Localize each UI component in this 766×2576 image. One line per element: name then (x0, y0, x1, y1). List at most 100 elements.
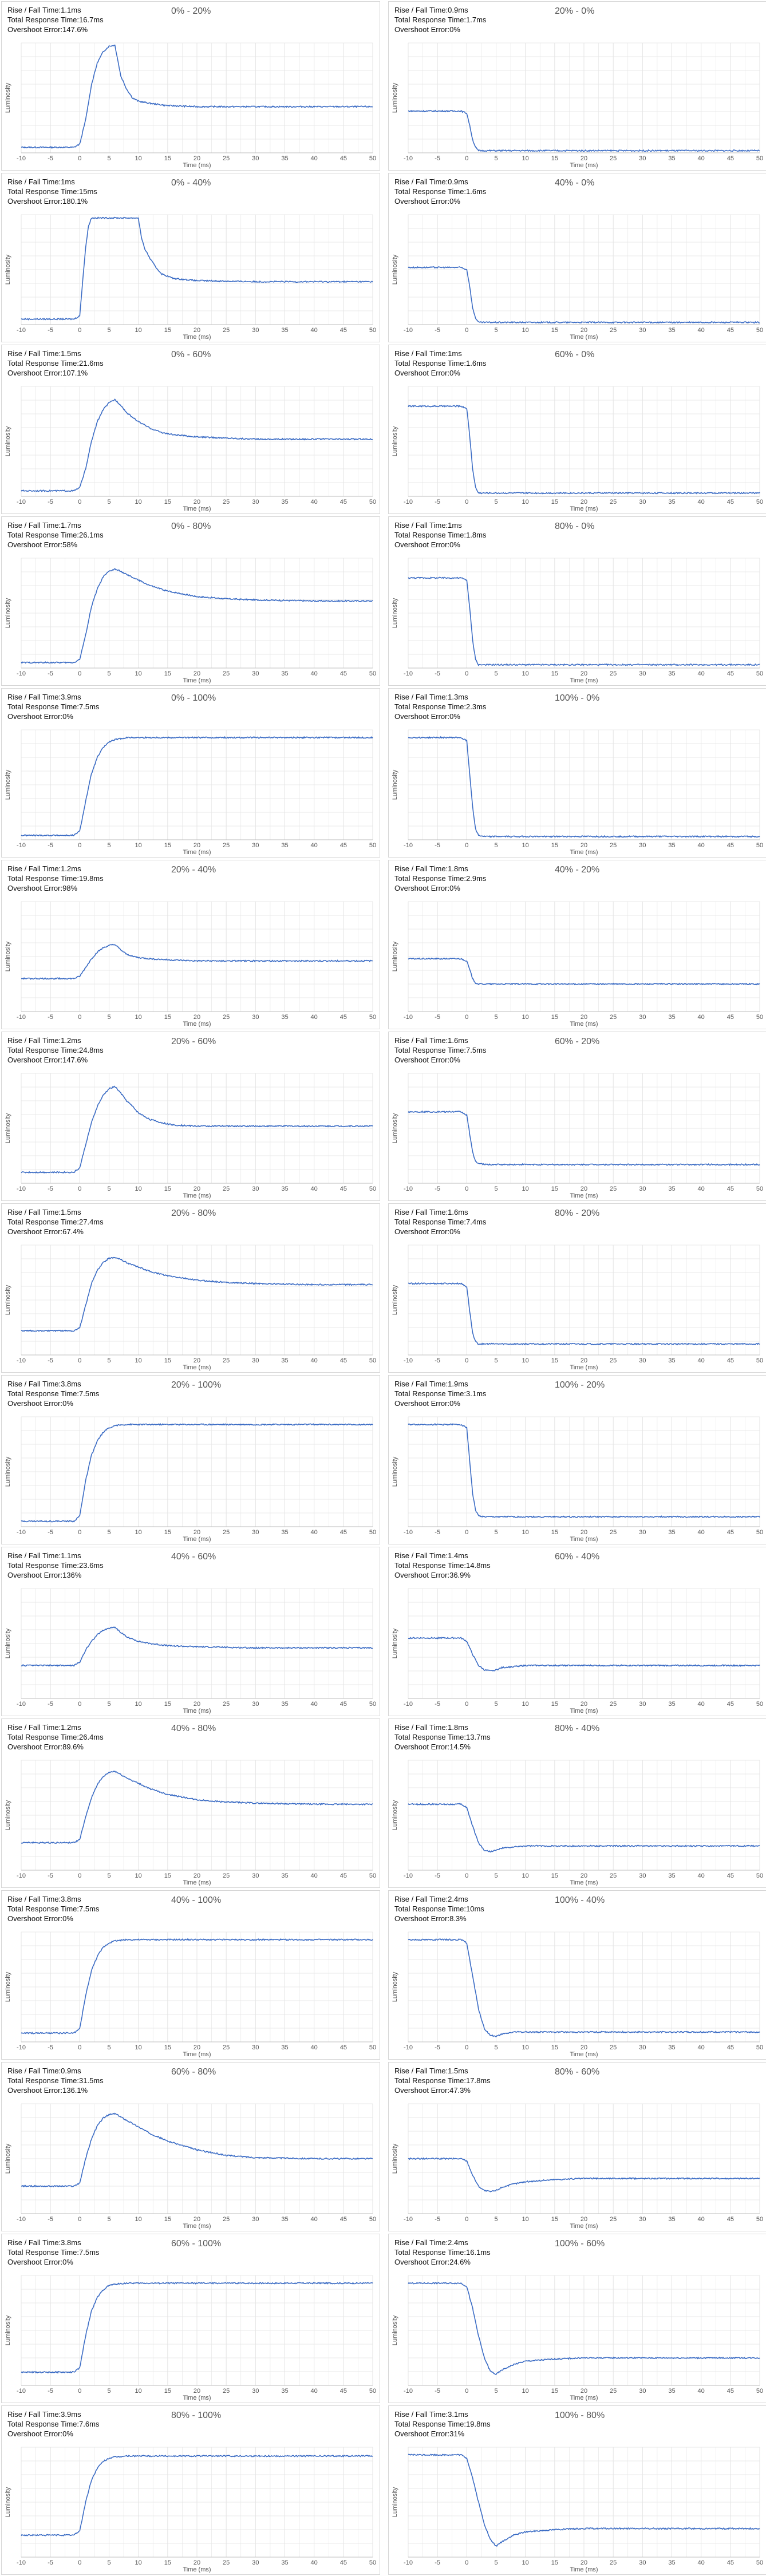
x-tick-label: 50 (756, 1529, 763, 1536)
response-curve (21, 1938, 373, 2034)
chart-title: 20% - 100% (171, 1380, 222, 1390)
x-tick-label: 40 (698, 2216, 705, 2223)
chart-plot: -10 -5 0 5 10 15 20 25 30 35 40 45 50 Time (ms) Lumino… (5, 1760, 376, 1886)
x-tick-label: 25 (223, 2044, 230, 2051)
x-axis-label: Time (ms) (570, 849, 598, 856)
x-tick-label: 5 (494, 1014, 497, 1021)
rise-fall-time: Rise / Fall Time:1.5ms (394, 2067, 468, 2075)
x-tick-label: 35 (281, 2216, 288, 2223)
x-tick-label: 5 (107, 2559, 110, 2566)
x-tick-label: 35 (668, 2216, 675, 2223)
x-tick-label: 0 (465, 2216, 468, 2223)
chart-plot: -10 -5 0 5 10 15 20 25 30 35 40 45 50 Time (ms) Lumino… (392, 2447, 763, 2573)
x-tick-label: -5 (435, 1186, 440, 1192)
x-tick-label: 40 (311, 670, 318, 677)
rise-fall-time: Rise / Fall Time:2.4ms (394, 2238, 468, 2247)
chart-panel: Rise / Fall Time:1.3ms Total Response Tim… (388, 688, 766, 858)
chart-panel: Rise / Fall Time:3.8ms Total Response Tim… (1, 1890, 380, 2060)
x-tick-label: 10 (135, 670, 142, 677)
x-tick-label: 30 (252, 1529, 259, 1536)
x-tick-label: 25 (610, 670, 617, 677)
x-tick-label: 40 (311, 2559, 318, 2566)
total-response-time: Total Response Time:14.8ms (394, 1561, 491, 1570)
x-tick-label: 30 (639, 670, 646, 677)
y-axis-label: Luminosity (5, 598, 11, 628)
x-tick-label: 40 (311, 1872, 318, 1879)
x-tick-label: 40 (698, 327, 705, 334)
chart-title: 40% - 100% (171, 1895, 222, 1905)
chart-panel: Rise / Fall Time:0.9ms Total Response Tim… (388, 1, 766, 171)
y-axis-label: Luminosity (392, 1456, 398, 1487)
chart-panel: Rise / Fall Time:1.6ms Total Response Tim… (388, 1203, 766, 1373)
stats-block: Rise / Fall Time:1.6ms Total Response Tim… (394, 1207, 486, 1236)
x-tick-label: 50 (369, 1186, 376, 1192)
x-tick-label: 50 (369, 499, 376, 505)
chart-panel: Rise / Fall Time:2.4ms Total Response Tim… (388, 2234, 766, 2403)
x-tick-label: 10 (522, 1872, 529, 1879)
response-curve (408, 1938, 760, 2038)
chart-panel: Rise / Fall Time:1.2ms Total Response Tim… (1, 1032, 380, 1201)
chart-panel: Rise / Fall Time:3.8ms Total Response Tim… (1, 2234, 380, 2403)
x-tick-label: 0 (78, 670, 81, 677)
x-tick-label: 20 (194, 2044, 200, 2051)
x-tick-label: 10 (135, 2044, 142, 2051)
rise-fall-time: Rise / Fall Time:0.9ms (394, 177, 468, 186)
chart-panel: Rise / Fall Time:1ms Total Response Time:… (388, 516, 766, 686)
x-tick-label: 10 (522, 155, 529, 162)
chart-title: 40% - 0% (555, 178, 595, 188)
x-tick-label: 30 (252, 1701, 259, 1708)
x-tick-label: 30 (252, 1014, 259, 1021)
x-tick-label: 35 (668, 2388, 675, 2395)
chart-title: 100% - 40% (555, 1895, 605, 1905)
x-tick-label: 50 (756, 1357, 763, 1364)
chart-panel: Rise / Fall Time:1.5ms Total Response Tim… (1, 1203, 380, 1373)
x-axis-label: Time (ms) (570, 162, 598, 169)
x-tick-label: 30 (639, 2044, 646, 2051)
x-tick-label: 15 (551, 1701, 558, 1708)
y-axis-label: Luminosity (5, 1628, 11, 1658)
x-tick-label: 20 (581, 327, 587, 334)
x-tick-label: -10 (404, 499, 413, 505)
x-tick-label: 20 (581, 1529, 587, 1536)
x-tick-label: 50 (369, 2216, 376, 2223)
x-tick-label: 25 (610, 1872, 617, 1879)
y-axis-label: Luminosity (392, 426, 398, 456)
x-tick-label: 40 (311, 842, 318, 849)
x-tick-label: 45 (340, 155, 347, 162)
x-tick-label: 10 (522, 327, 529, 334)
stats-block: Rise / Fall Time:1ms Total Response Time:… (394, 349, 486, 378)
x-tick-label: 50 (756, 155, 763, 162)
chart-plot: -10 -5 0 5 10 15 20 25 30 35 40 45 50 Time (ms) Lumino… (5, 42, 376, 169)
x-tick-label: 20 (194, 1186, 200, 1192)
x-tick-label: 20 (581, 155, 587, 162)
x-tick-label: 30 (252, 842, 259, 849)
x-tick-label: 15 (551, 155, 558, 162)
rise-fall-time: Rise / Fall Time:3.8ms (7, 2238, 81, 2247)
chart-title: 60% - 20% (555, 1037, 600, 1046)
x-tick-label: 15 (551, 1529, 558, 1536)
x-tick-label: 0 (465, 842, 468, 849)
response-curve (408, 266, 760, 324)
rise-fall-time: Rise / Fall Time:1ms (7, 177, 75, 186)
x-tick-label: 25 (610, 2559, 617, 2566)
x-tick-label: 20 (194, 2388, 200, 2395)
x-tick-label: 40 (698, 1357, 705, 1364)
x-tick-label: 15 (551, 670, 558, 677)
total-response-time: Total Response Time:16.7ms (7, 15, 104, 24)
overshoot-error: Overshoot Error:136.1% (7, 2086, 88, 2095)
response-curve (408, 957, 760, 986)
x-tick-label: -10 (17, 327, 26, 334)
total-response-time: Total Response Time:1.6ms (394, 359, 487, 368)
y-axis-label: Luminosity (5, 1285, 11, 1315)
x-tick-label: 35 (281, 327, 288, 334)
x-tick-label: 30 (252, 1186, 259, 1192)
x-tick-label: 20 (581, 842, 587, 849)
y-axis-label: Luminosity (392, 1113, 398, 1143)
x-tick-label: 40 (698, 2559, 705, 2566)
x-tick-label: 40 (311, 2216, 318, 2223)
overshoot-error: Overshoot Error:0% (7, 1399, 73, 1408)
x-tick-label: 30 (639, 1014, 646, 1021)
stats-block: Rise / Fall Time:1ms Total Response Time:… (394, 520, 486, 550)
chart-title: 0% - 40% (171, 178, 211, 188)
